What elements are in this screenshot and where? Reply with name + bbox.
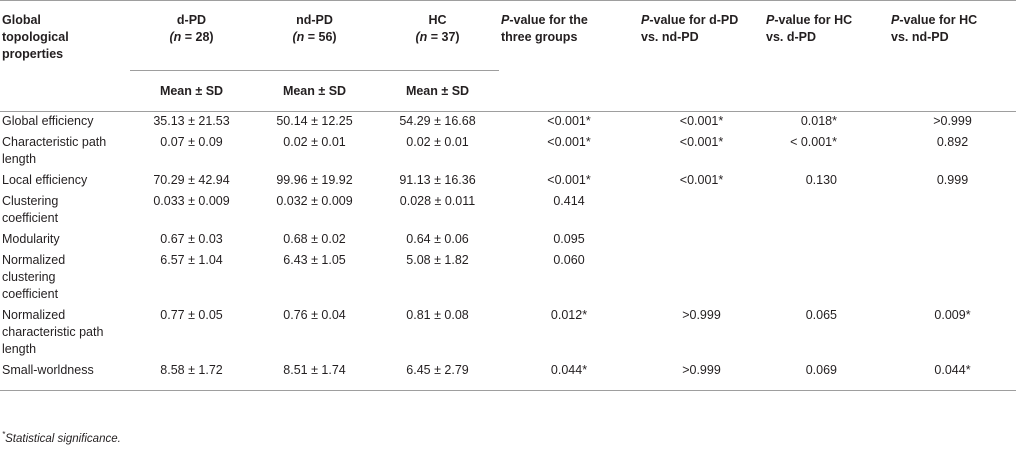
cell-phn	[889, 192, 1016, 230]
subheader-hc: Mean ± SD	[376, 70, 499, 112]
cell-phd: < 0.001*	[790, 135, 837, 149]
header-p-hc-dpd: P-value for HC vs. d-PD	[764, 0, 889, 112]
cell-ndpd: 50.14 ± 12.25	[276, 114, 353, 128]
subheader-row: Mean ± SD Mean ± SD Mean ± SD	[0, 70, 1016, 112]
header-hc: HC (n = 37)	[415, 13, 460, 44]
cell-p3: 0.044*	[499, 361, 639, 391]
table-body: Global efficiency 35.13 ± 21.53 50.14 ± 12…	[0, 112, 1016, 391]
cell-phn: 0.009*	[934, 308, 971, 322]
cell-phd	[764, 230, 889, 251]
cell-dpd: 70.29 ± 42.94	[153, 173, 230, 187]
cell-phd: 0.065	[805, 308, 837, 322]
footnote-mark: *	[2, 430, 6, 439]
cell-phn: >0.999	[933, 114, 972, 128]
header-p-hc-ndpd: P-value for HC vs. nd-PD	[889, 0, 1016, 112]
cell-hc: 91.13 ± 16.36	[399, 173, 476, 187]
cell-phn: 0.892	[936, 135, 969, 149]
table-row: Modularity 0.67 ± 0.03 0.68 ± 0.02 0.64 ± 0…	[0, 230, 1016, 251]
row-label: Normalized characteristic path length	[2, 308, 104, 356]
subheader-ndpd: Mean ± SD	[253, 70, 376, 112]
header-properties: Global topological properties	[0, 0, 130, 112]
cell-ndpd: 0.02 ± 0.01	[283, 135, 346, 149]
table-row: Normalized characteristic path length 0.77 …	[0, 306, 1016, 361]
cell-hc: 0.64 ± 0.06	[406, 232, 469, 246]
header-p-dpd-ndpd: P-value for d-PD vs. nd-PD	[639, 0, 764, 112]
table-row: Clustering coefficient 0.033 ± 0.009 0.032 …	[0, 192, 1016, 230]
cell-p3: 0.060	[553, 253, 585, 267]
table-row: Global efficiency 35.13 ± 21.53 50.14 ± 12…	[0, 112, 1016, 134]
row-label: Normalized clustering coefficient	[2, 253, 66, 301]
row-label: Small-worldness	[0, 361, 130, 391]
row-label: Clustering coefficient	[2, 194, 59, 225]
cell-p3: 0.095	[553, 232, 585, 246]
cell-pdn	[639, 230, 764, 251]
cell-p3: <0.001*	[547, 114, 591, 128]
cell-ndpd: 0.032 ± 0.009	[276, 194, 353, 208]
cell-dpd: 35.13 ± 21.53	[153, 114, 230, 128]
cell-hc: 6.45 ± 2.79	[376, 361, 499, 391]
table-row: Small-worldness 8.58 ± 1.72 8.51 ± 1.74 6.4…	[0, 361, 1016, 391]
row-label: Modularity	[2, 232, 60, 246]
cell-phn	[889, 230, 1016, 251]
cell-ndpd: 0.76 ± 0.04	[283, 308, 346, 322]
cell-phn: 0.044*	[889, 361, 1016, 391]
cell-dpd: 8.58 ± 1.72	[130, 361, 253, 391]
cell-dpd: 0.033 ± 0.009	[153, 194, 230, 208]
cell-pdn: <0.001*	[679, 173, 724, 187]
header-ndpd: nd-PD (n = 56)	[292, 13, 337, 44]
cell-hc: 0.028 ± 0.011	[399, 194, 476, 208]
topological-properties-table: Global topological properties d-PD (n = …	[0, 0, 1016, 391]
cell-dpd: 6.57 ± 1.04	[160, 253, 223, 267]
cell-pdn: <0.001*	[679, 135, 724, 149]
table-row: Local efficiency 70.29 ± 42.94 99.96 ± 19.…	[0, 171, 1016, 192]
cell-hc: 0.81 ± 0.08	[406, 308, 469, 322]
cell-dpd: 0.07 ± 0.09	[160, 135, 223, 149]
cell-ndpd: 0.68 ± 0.02	[283, 232, 346, 246]
cell-phn: 0.999	[936, 173, 969, 187]
cell-pdn	[639, 192, 764, 230]
row-label: Characteristic path length	[2, 135, 107, 166]
header-p-three-groups: P-value for the three groups	[499, 0, 639, 112]
cell-phn	[889, 251, 1016, 306]
cell-phd: 0.130	[805, 173, 837, 187]
cell-hc: 0.02 ± 0.01	[406, 135, 469, 149]
cell-p3: 0.414	[553, 194, 585, 208]
cell-phd	[764, 192, 889, 230]
cell-phd: 0.069	[764, 361, 889, 391]
header-dpd: d-PD (n = 28)	[169, 13, 214, 44]
cell-pdn	[639, 251, 764, 306]
cell-p3: <0.001*	[547, 173, 591, 187]
cell-ndpd: 99.96 ± 19.92	[276, 173, 353, 187]
row-label: Local efficiency	[2, 173, 88, 187]
cell-ndpd: 8.51 ± 1.74	[253, 361, 376, 391]
cell-hc: 5.08 ± 1.82	[406, 253, 469, 267]
footnote: *Statistical significance.	[2, 430, 121, 445]
table-row: Characteristic path length 0.07 ± 0.09 0.02…	[0, 133, 1016, 171]
cell-pdn: >0.999	[639, 361, 764, 391]
header-row: Global topological properties d-PD (n = …	[0, 0, 1016, 112]
table-row: Normalized clustering coefficient 6.57 ± 1.…	[0, 251, 1016, 306]
cell-phd	[764, 251, 889, 306]
cell-p3: 0.012*	[550, 308, 588, 322]
cell-pdn: >0.999	[682, 308, 721, 322]
footnote-text: Statistical significance.	[5, 432, 121, 445]
subheader-dpd: Mean ± SD	[130, 70, 253, 112]
cell-dpd: 0.67 ± 0.03	[160, 232, 223, 246]
cell-hc: 54.29 ± 16.68	[399, 114, 476, 128]
row-label: Global efficiency	[2, 114, 94, 128]
cell-phd: 0.018*	[800, 114, 837, 128]
cell-dpd: 0.77 ± 0.05	[160, 308, 223, 322]
cell-p3: <0.001*	[547, 135, 591, 149]
cell-ndpd: 6.43 ± 1.05	[283, 253, 346, 267]
cell-pdn: <0.001*	[679, 114, 724, 128]
